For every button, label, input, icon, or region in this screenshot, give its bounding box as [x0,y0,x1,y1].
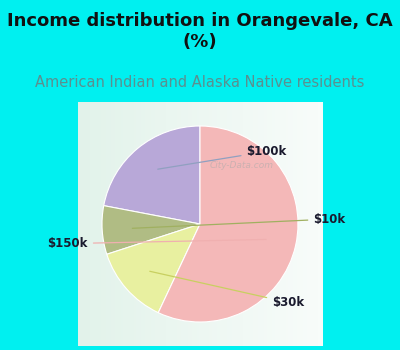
Text: City-Data.com: City-Data.com [209,161,273,170]
Wedge shape [158,126,298,322]
Text: $150k: $150k [48,237,266,250]
Text: American Indian and Alaska Native residents: American Indian and Alaska Native reside… [35,75,365,90]
Wedge shape [104,126,200,224]
Wedge shape [102,206,200,254]
Text: $30k: $30k [150,271,304,309]
Text: $10k: $10k [132,212,346,228]
Wedge shape [107,224,200,313]
Text: $100k: $100k [158,145,287,169]
Text: Income distribution in Orangevale, CA
(%): Income distribution in Orangevale, CA (%… [7,12,393,51]
